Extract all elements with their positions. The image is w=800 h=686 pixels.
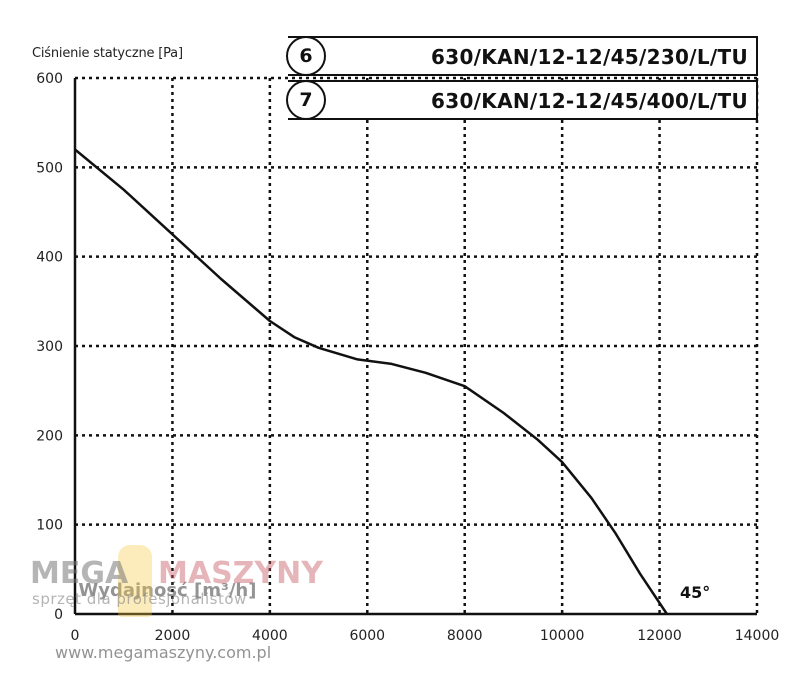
legend-entry-6: 6 630/KAN/12-12/45/230/L/TU bbox=[286, 36, 758, 76]
watermark-brand-mega: MEGA bbox=[30, 556, 129, 591]
x-tick-label: 14000 bbox=[735, 628, 780, 644]
legend-entry-7: 7 630/KAN/12-12/45/400/L/TU bbox=[286, 80, 758, 120]
x-tick-label: 8000 bbox=[447, 628, 483, 644]
y-tick-label: 100 bbox=[36, 518, 63, 534]
x-tick-label: 0 bbox=[71, 628, 80, 644]
series-line-0 bbox=[74, 148, 668, 615]
watermark-logo bbox=[118, 545, 152, 617]
x-tick-label: 2000 bbox=[155, 628, 191, 644]
legend-model-7: 630/KAN/12-12/45/400/L/TU bbox=[431, 89, 748, 113]
watermark-brand-maszyny: MASZYNY bbox=[158, 556, 323, 591]
legend-number-7: 7 bbox=[286, 80, 326, 120]
y-tick-label: 600 bbox=[36, 71, 63, 87]
y-axis-label: Ciśnienie statyczne [Pa] bbox=[32, 46, 183, 61]
y-tick-label: 200 bbox=[36, 428, 63, 444]
y-tick-label: 0 bbox=[54, 607, 63, 623]
watermark-url: www.megamaszyny.com.pl bbox=[55, 643, 272, 662]
legend-number-6: 6 bbox=[286, 36, 326, 76]
blade-angle-annotation: 45° bbox=[680, 583, 711, 602]
x-tick-label: 12000 bbox=[637, 628, 682, 644]
watermark-tagline: sprzęt dla profesjonalistów bbox=[32, 590, 247, 608]
y-tick-label: 300 bbox=[36, 339, 63, 355]
legend-model-6: 630/KAN/12-12/45/230/L/TU bbox=[431, 45, 748, 69]
y-tick-label: 500 bbox=[36, 160, 63, 176]
x-tick-label: 4000 bbox=[252, 628, 288, 644]
x-axis-label: Wydajność [m³/h] bbox=[78, 580, 256, 601]
y-tick-label: 400 bbox=[36, 250, 63, 266]
x-tick-label: 6000 bbox=[349, 628, 385, 644]
x-tick-label: 10000 bbox=[540, 628, 585, 644]
